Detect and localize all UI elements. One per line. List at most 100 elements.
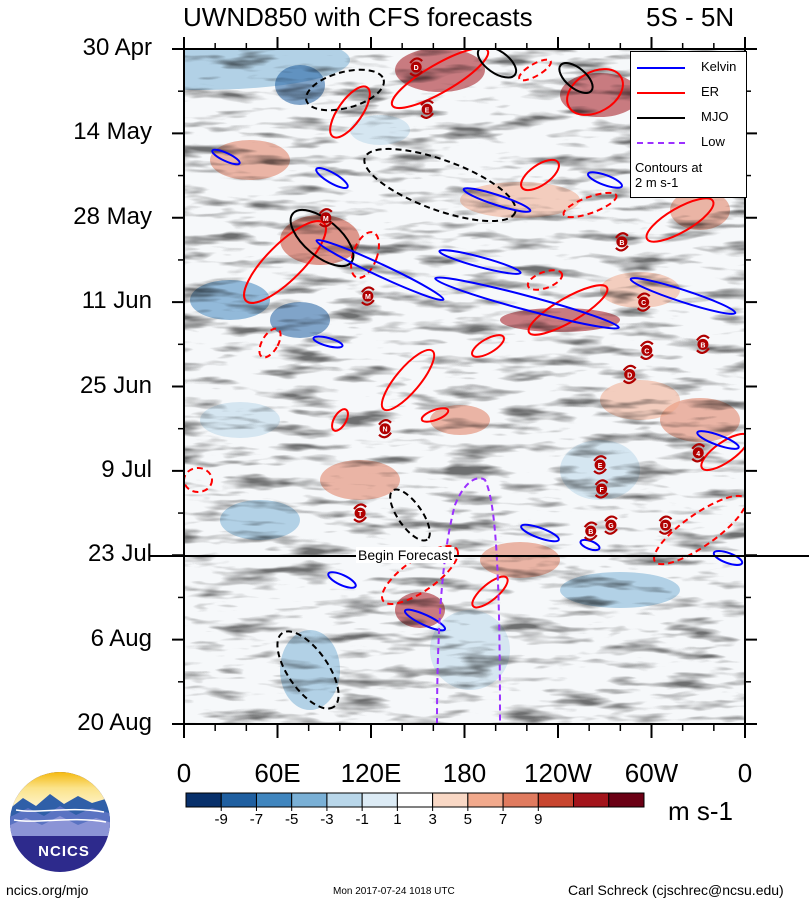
storm-letter: B — [619, 240, 624, 247]
y-tick-label: 14 May — [73, 118, 152, 146]
storm-letter: C — [644, 348, 649, 355]
footer-author: Carl Schreck (cjschrec@ncsu.edu) — [568, 882, 784, 898]
storm-letter: N — [382, 427, 387, 434]
wind-field — [184, 49, 745, 724]
wave-contour — [434, 276, 620, 330]
storm-marker-N: N — [378, 419, 392, 439]
wave-contour — [305, 68, 385, 112]
colorbar-swatch — [432, 792, 469, 808]
legend-low-label: Low — [701, 134, 725, 149]
storm-marker-G: G — [604, 515, 618, 535]
wave-contour — [520, 158, 560, 192]
storm-letter: G — [608, 523, 614, 530]
legend-mjo-label: MJO — [701, 109, 729, 124]
storm-marker-D: D — [622, 364, 637, 385]
storm-letter: D — [627, 372, 632, 379]
colorbar-label: 5 — [463, 811, 473, 828]
wave-contour — [380, 348, 436, 412]
storm-marker-D: D — [658, 515, 673, 535]
storm-letter: 4 — [696, 451, 700, 458]
storm-letter: D — [414, 65, 419, 72]
colorbar-label: -9 — [214, 811, 228, 828]
legend-kelvin-line — [637, 67, 685, 69]
legend-low-line — [637, 142, 685, 144]
legend: Kelvin ER MJO Low Contours at 2 m s-1 — [630, 51, 747, 198]
storm-letter: M — [365, 294, 371, 301]
y-tick-label: 25 Jun — [79, 371, 152, 399]
storm-marker-C: C — [636, 292, 651, 312]
wave-contour — [315, 238, 445, 302]
storm-marker-D: D — [409, 57, 424, 77]
colorbar-swatch — [291, 792, 328, 808]
colorbar-label: 9 — [534, 811, 543, 828]
storm-letter: F — [599, 487, 604, 494]
storm-letter: E — [425, 107, 430, 114]
chart-title: UWND850 with CFS forecasts — [183, 2, 533, 32]
wave-contour — [329, 85, 371, 139]
wave-contour — [645, 197, 715, 243]
legend-er-line — [637, 92, 685, 94]
x-ticks — [183, 37, 746, 738]
colorbar-swatch — [537, 792, 575, 808]
y-tick-label: 11 Jun — [81, 287, 152, 315]
colorbar-label: -7 — [249, 811, 264, 828]
y-tick-label: 20 Aug — [77, 709, 152, 736]
y-tick-label: 28 May — [73, 202, 152, 230]
wave-contour — [420, 407, 450, 423]
legend-low: Low — [631, 133, 746, 151]
wave-contour — [562, 191, 618, 219]
legend-note-line2: 2 m s-1 — [635, 175, 679, 190]
wave-contour — [696, 430, 740, 450]
storm-marker-4: 4 — [691, 443, 706, 463]
wave-contour — [403, 608, 447, 632]
wave-contour — [558, 62, 594, 94]
storm-marker-E: E — [420, 99, 434, 119]
footer-site[interactable]: ncics.org/mjo — [6, 882, 89, 898]
legend-kelvin: Kelvin — [631, 58, 746, 76]
colorbar-label: -3 — [320, 811, 334, 828]
ncics-logo — [10, 772, 110, 872]
storm-marker-T: T — [353, 503, 367, 523]
wave-contour — [527, 284, 609, 336]
wave-contour — [700, 432, 745, 472]
storm-letter: C — [641, 300, 646, 307]
wave-contour — [520, 523, 560, 543]
y-tick-label: 6 Aug — [90, 624, 152, 652]
wave-contour — [315, 167, 349, 189]
storm-marker-M: M — [361, 286, 375, 306]
x-tick-label: 120W — [524, 758, 592, 788]
colorbar-swatch — [220, 792, 257, 808]
storm-marker-C: C — [639, 340, 654, 360]
colorbar-label: -1 — [355, 811, 369, 828]
storm-marker-F: F — [594, 479, 609, 499]
legend-mjo-line — [637, 117, 685, 119]
wave-contour — [586, 171, 624, 189]
colorbar-label: -5 — [285, 811, 299, 828]
logo-text: NCICS — [38, 843, 90, 860]
wave-contour — [258, 327, 282, 359]
colorbar-label: 3 — [428, 811, 437, 828]
x-tick-label: 120E — [340, 758, 402, 788]
legend-er-label: ER — [701, 84, 720, 99]
wave-contour — [436, 477, 501, 724]
storm-marker-M: M — [318, 208, 333, 228]
colorbar-swatch — [502, 792, 539, 808]
colorbar-units: m s-1 — [668, 796, 733, 826]
colorbar-swatch — [396, 792, 434, 808]
wave-contour — [566, 68, 624, 116]
wave-contour — [211, 148, 241, 166]
wave-contour — [327, 571, 357, 589]
colorbar-swatch — [185, 792, 222, 808]
colorbar-swatch — [608, 792, 645, 808]
wave-contour — [243, 220, 327, 304]
colorbar-swatch — [326, 792, 363, 808]
filtered-contours — [184, 49, 745, 724]
storm-letter: T — [358, 511, 363, 518]
storm-letter: B — [588, 529, 593, 536]
storm-markers: DEAMBMCBCDN4EFTGBD — [318, 57, 710, 541]
wave-contour — [712, 550, 744, 566]
colorbar-label: 7 — [498, 811, 508, 828]
legend-mjo: MJO — [631, 108, 746, 126]
colorbar-swatch — [573, 792, 610, 808]
